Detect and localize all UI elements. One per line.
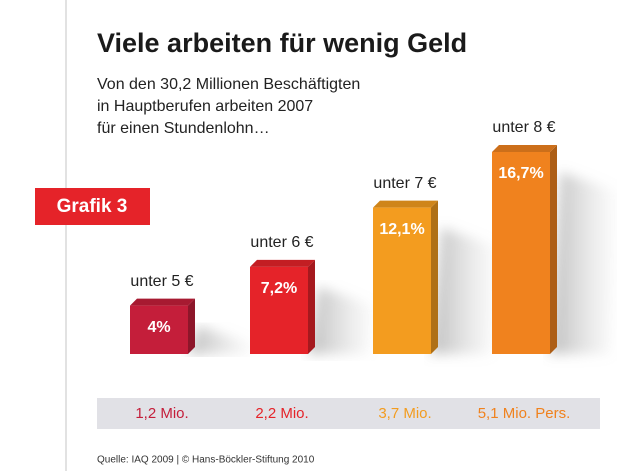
bar xyxy=(492,152,550,354)
bar-side xyxy=(188,298,195,354)
bar-shadow xyxy=(431,227,501,354)
bar-side xyxy=(431,200,438,354)
value-label: 7,2% xyxy=(261,280,297,297)
badge-text: Grafik 3 xyxy=(57,196,128,217)
bar-side xyxy=(308,259,315,354)
subtitle: für einen Stundenlohn… xyxy=(97,120,270,137)
value-label: 16,7% xyxy=(498,165,543,182)
subtitle: in Hauptberufen arbeiten 2007 xyxy=(97,98,313,115)
badge xyxy=(35,188,150,225)
category-label: unter 5 € xyxy=(130,273,193,290)
bar xyxy=(250,266,308,354)
count-label: 5,1 Mio. Pers. xyxy=(478,405,571,422)
bar xyxy=(130,305,188,354)
bar xyxy=(373,207,431,354)
counts-band xyxy=(97,398,600,429)
bar-top xyxy=(130,298,195,306)
bar-shadow xyxy=(188,325,258,354)
count-label: 1,2 Mio. xyxy=(135,405,188,422)
value-label: 12,1% xyxy=(379,221,424,238)
bar-top xyxy=(373,200,438,208)
source: Quelle: IAQ 2009 | © Hans-Böckler-Stiftu… xyxy=(97,455,315,466)
subtitle: Von den 30,2 Millionen Beschäftigten xyxy=(97,76,360,93)
count-label: 3,7 Mio. xyxy=(378,405,431,422)
category-label: unter 7 € xyxy=(373,175,436,192)
bar-shadow xyxy=(308,286,378,354)
chart-title: Viele arbeiten für wenig Geld xyxy=(97,28,467,58)
bar-shadow xyxy=(550,172,617,354)
bar-side xyxy=(550,145,557,354)
category-label: unter 8 € xyxy=(492,119,555,136)
bar-top xyxy=(250,259,315,267)
value-label: 4% xyxy=(147,319,170,336)
count-label: 2,2 Mio. xyxy=(255,405,308,422)
category-label: unter 6 € xyxy=(250,234,313,251)
bar-top xyxy=(492,145,557,152)
